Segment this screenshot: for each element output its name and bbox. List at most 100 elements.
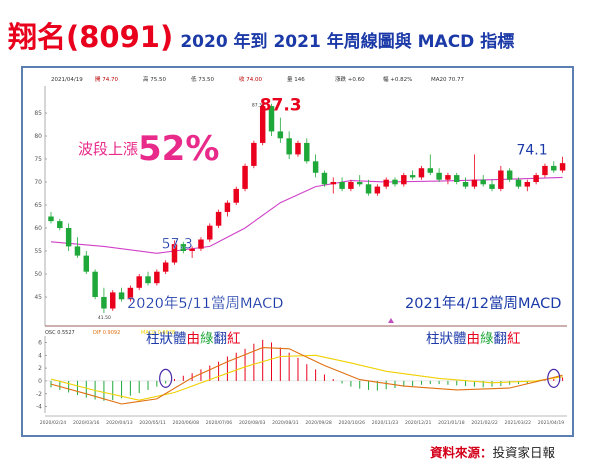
candle-body xyxy=(127,287,134,300)
candle xyxy=(418,165,425,180)
candle xyxy=(401,172,407,187)
source-label: 資料來源 xyxy=(430,445,481,460)
price-tick-label: 70 xyxy=(34,179,42,186)
info-item: 高 75.50 xyxy=(143,75,166,83)
candle-body xyxy=(454,175,460,182)
x-tick-label: 2021/02/22 xyxy=(471,420,498,426)
x-tick-label: 2021/01/18 xyxy=(438,420,465,426)
info-item: 開 74.70 xyxy=(95,76,118,83)
histogram-flip-part: 翻 xyxy=(214,331,228,347)
candle-body xyxy=(180,244,187,251)
x-tick-label: 2020/08/03 xyxy=(239,420,266,426)
weekly-chart-svg: 2021/04/19 開 74.70 高 75.50 低 73.50 收 74.00 量… xyxy=(23,68,572,435)
candle-body xyxy=(48,216,54,222)
peak-label: 87.3 xyxy=(260,95,302,115)
candle-body xyxy=(242,165,248,189)
candle-body xyxy=(286,138,292,155)
info-item: 幅 +0.82% xyxy=(383,75,412,83)
candle xyxy=(74,237,81,258)
info-item: 量 146 xyxy=(287,76,305,83)
gain-prefix: 波段上漲 xyxy=(78,140,138,158)
candle xyxy=(268,103,275,136)
price-tick-label: 65 xyxy=(34,202,42,209)
info-item: 收 74.00 xyxy=(239,75,262,83)
chart-frame: 2021/04/19 開 74.70 高 75.50 低 73.50 收 74.00 量… xyxy=(21,66,574,437)
info-item: 低 73.50 xyxy=(191,75,214,83)
macd-tick-label: 0 xyxy=(38,378,42,385)
low-point-label: 57.3 xyxy=(162,236,193,252)
candle-body xyxy=(145,276,151,284)
date-x-axis: 2020/02/24 2020/03/16 2020/04/13 2020/05/11… xyxy=(40,415,567,426)
x-tick-label: 2020/09/28 xyxy=(305,420,332,426)
candle xyxy=(215,209,222,228)
candle xyxy=(506,168,513,182)
candle-body xyxy=(445,175,451,180)
candle xyxy=(392,177,398,187)
candle xyxy=(65,223,72,251)
macd-tick-label: 4 xyxy=(38,352,42,359)
candle xyxy=(304,138,310,164)
candle xyxy=(83,251,90,274)
info-bar: 2021/04/19 開 74.70 高 75.50 低 73.50 收 74.00 量… xyxy=(51,75,465,83)
max-mark: 87.3 xyxy=(252,102,262,108)
candle-body xyxy=(321,172,328,185)
candle xyxy=(207,223,213,242)
candle xyxy=(92,269,98,300)
candle-body xyxy=(189,248,195,251)
candle xyxy=(233,186,239,205)
candle xyxy=(409,170,416,180)
candle-body xyxy=(65,228,72,247)
candle-body xyxy=(277,131,284,139)
histogram-flip-part: 紅 xyxy=(507,331,521,347)
highlight-circle-2020 xyxy=(159,368,173,388)
candle xyxy=(498,165,504,192)
candle xyxy=(242,163,248,192)
price-tick-label: 85 xyxy=(34,110,42,117)
x-tick-label: 2021/04/19 xyxy=(538,420,565,426)
candle-body xyxy=(427,168,434,173)
candle xyxy=(145,271,151,286)
x-tick-label: 2020/03/16 xyxy=(73,420,100,426)
x-tick-label: 2020/06/08 xyxy=(173,420,200,426)
candle-body xyxy=(392,179,398,185)
candle-body xyxy=(224,202,231,212)
candle xyxy=(162,260,169,274)
candle-body xyxy=(409,175,416,178)
candle-body xyxy=(533,175,539,182)
price-tick-label: 80 xyxy=(34,133,42,140)
title-main: 翔名(8091) xyxy=(8,20,174,54)
histogram-flip-part: 由 xyxy=(187,331,201,347)
candle-body xyxy=(498,170,504,189)
source-credit: 資料來源：投資家日報 xyxy=(430,442,555,461)
candle xyxy=(57,218,63,231)
candle-body xyxy=(489,184,495,189)
histogram-flip-part: 翻 xyxy=(494,331,508,347)
page-title: 翔名(8091) 2020 年到 2021 年周線圖與 MACD 指標 xyxy=(8,14,514,54)
macd-legend: OSC 0.5527 DIF 0.9092 MACD 0.6628 xyxy=(45,330,175,336)
candle xyxy=(524,179,531,192)
candle-body xyxy=(215,211,222,226)
gain-percent: 52% xyxy=(138,129,219,169)
candle-body xyxy=(542,165,548,176)
x-tick-label: 2020/08/31 xyxy=(272,420,299,426)
info-item: 漲跌 +0.60 xyxy=(335,75,365,83)
x-tick-label: 2020/02/24 xyxy=(40,420,67,426)
candle-body xyxy=(268,106,275,132)
candle-body xyxy=(551,165,557,171)
candle xyxy=(559,156,566,173)
price-tick-label: 55 xyxy=(34,248,42,255)
candle-body xyxy=(259,106,266,143)
info-item: MA20 70.77 xyxy=(431,77,465,83)
candle-body xyxy=(207,225,213,240)
candle xyxy=(348,179,354,192)
candle xyxy=(48,211,54,224)
signal-line xyxy=(50,354,563,401)
x-tick-label: 2020/11/23 xyxy=(372,420,399,426)
histogram-flip-label: 柱狀體由綠翻紅 xyxy=(146,331,241,347)
histogram-flip-label: 柱狀體由綠翻紅 xyxy=(426,331,521,347)
macd-2021-label: 2021年4/12當周MACD xyxy=(405,295,561,312)
candle-body xyxy=(339,182,345,189)
candle xyxy=(101,287,107,314)
candle xyxy=(551,161,557,173)
